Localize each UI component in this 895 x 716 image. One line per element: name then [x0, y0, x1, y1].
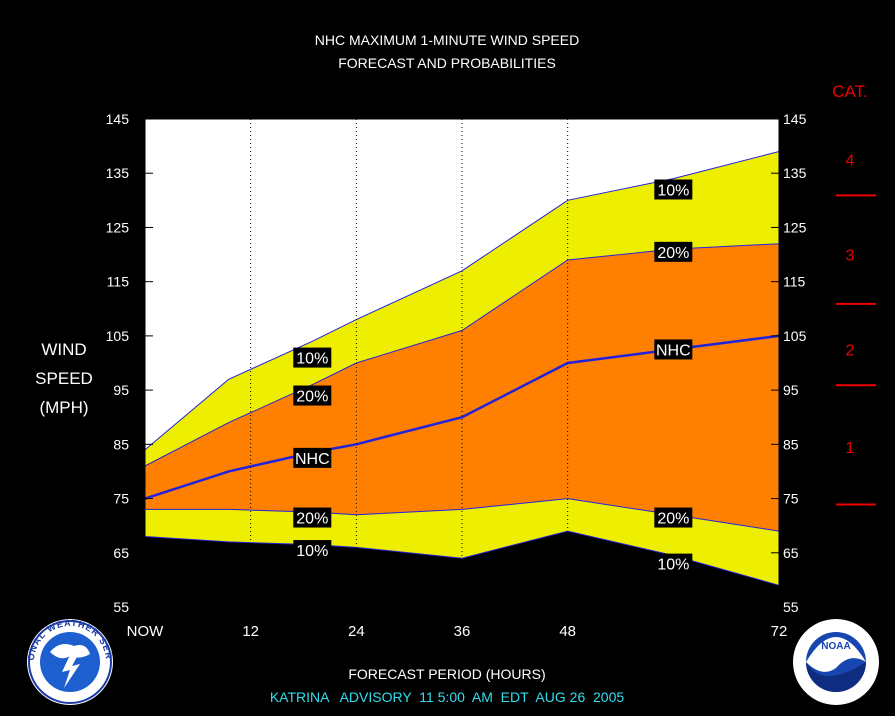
chart-subtitle: KATRINA ADVISORY 11 5:00 AM EDT AUG 26 2…	[270, 689, 625, 705]
x-tick-label: 72	[771, 623, 788, 640]
chart-title-line: FORECAST AND PROBABILITIES	[338, 55, 556, 71]
x-axis-label: FORECAST PERIOD (HOURS)	[348, 666, 545, 682]
band-label-box	[293, 540, 332, 561]
x-tick-label: 36	[454, 623, 471, 640]
category-heading: CAT.	[832, 82, 868, 101]
band-label: 20%	[657, 245, 689, 262]
noaa-logo-icon: NOAA	[793, 619, 879, 705]
y-tick-label-left: 125	[106, 219, 130, 235]
chart-title-line: NHC MAXIMUM 1-MINUTE WIND SPEED	[315, 32, 579, 48]
y-tick-label-left: 115	[107, 274, 130, 290]
band-label-box	[293, 347, 332, 368]
lightning-icon	[62, 655, 80, 688]
y-tick-label-right: 125	[783, 219, 807, 235]
y-tick-label-left: 95	[113, 382, 129, 398]
y-tick-label-right: 135	[783, 165, 807, 181]
band-label-box	[293, 507, 332, 528]
noaa-wave	[806, 662, 866, 692]
band-label: 20%	[296, 511, 328, 528]
y-tick-label-right: 85	[783, 436, 799, 452]
y-tick-label-left: 145	[106, 111, 130, 127]
y-tick-label-right: 55	[783, 599, 799, 615]
band-label: 10%	[657, 182, 689, 199]
band-label: 10%	[657, 557, 689, 574]
x-tick-label: 24	[348, 623, 365, 640]
cloud-icon	[50, 644, 90, 659]
category-label: 1	[846, 440, 855, 457]
nws-logo-text: NATIONAL WEATHER SERVICE	[0, 0, 114, 661]
y-tick-label-left: 85	[113, 436, 129, 452]
band-label-box	[293, 447, 332, 468]
y-axis-label-line: WIND	[41, 340, 86, 359]
band-label-box	[654, 553, 693, 574]
y-tick-label-right: 65	[783, 545, 799, 561]
x-tick-label: NOW	[127, 623, 165, 640]
bird-icon	[806, 637, 866, 672]
band-label-box	[654, 507, 693, 528]
band-label-box	[654, 241, 693, 262]
x-tick-label: 48	[559, 623, 576, 640]
category-label: 3	[846, 248, 855, 265]
y-tick-label-left: 135	[106, 165, 130, 181]
category-label: 4	[846, 153, 855, 170]
nws-logo-outer	[28, 620, 112, 704]
band-label: NHC	[295, 451, 330, 468]
y-tick-label-left: 65	[113, 545, 129, 561]
band-label-box	[293, 385, 332, 406]
y-tick-label-right: 115	[783, 274, 806, 290]
band-label-box	[654, 339, 693, 360]
band-label: 10%	[296, 351, 328, 368]
x-tick-label: 12	[242, 623, 259, 640]
y-tick-label-left: 105	[106, 328, 130, 344]
y-tick-label-right: 145	[783, 111, 807, 127]
band-label: NHC	[656, 342, 691, 359]
y-tick-label-right: 95	[783, 382, 799, 398]
band-label: 20%	[657, 511, 689, 528]
band-label-box	[654, 179, 693, 200]
y-tick-label-right: 75	[783, 491, 799, 507]
band-label: 20%	[296, 389, 328, 406]
y-axis-label-line: (MPH)	[39, 398, 88, 417]
lower-10-line	[144, 530, 780, 586]
y-tick-label-right: 105	[783, 328, 807, 344]
noaa-logo-text: NOAA	[821, 641, 850, 652]
y-axis-label-line: SPEED	[35, 369, 93, 388]
y-tick-label-left: 55	[113, 599, 129, 615]
band-label: 10%	[296, 543, 328, 560]
category-label: 2	[846, 342, 855, 359]
y-tick-label-left: 75	[113, 491, 129, 507]
